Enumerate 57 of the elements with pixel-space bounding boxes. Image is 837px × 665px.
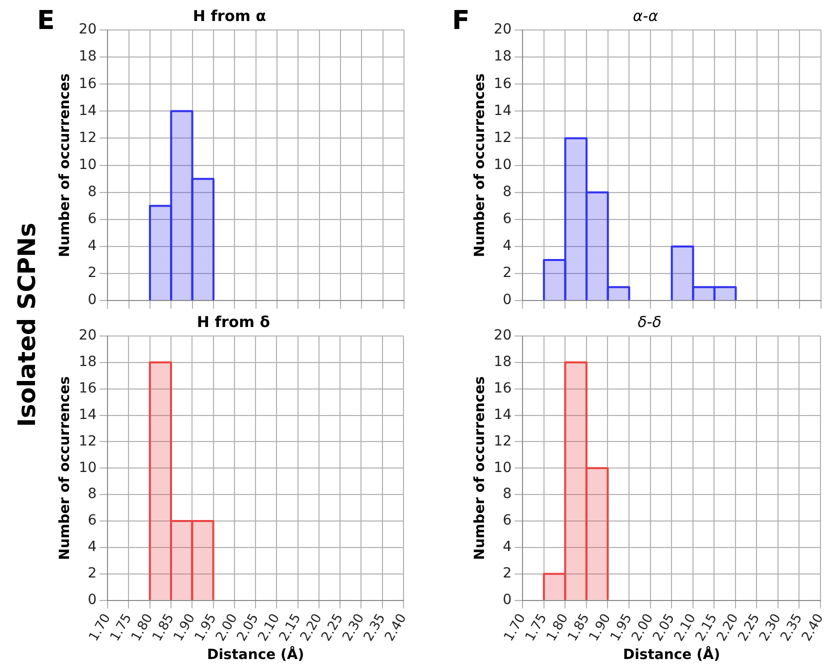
y-tick-label: 6 bbox=[502, 211, 512, 228]
y-axis-title: Number of occurrences bbox=[472, 73, 488, 258]
y-tick-label: 10 bbox=[78, 460, 97, 476]
y-tick-label: 2 bbox=[88, 566, 97, 582]
y-tick-label: 2 bbox=[502, 265, 512, 282]
y-tick-label: 14 bbox=[78, 406, 97, 423]
y-tick-label: 8 bbox=[502, 486, 512, 502]
y-tick-label: 18 bbox=[494, 354, 512, 370]
y-tick-label: 14 bbox=[78, 102, 97, 119]
y-tick-label: 14 bbox=[494, 406, 512, 423]
y-tick-label: 18 bbox=[78, 48, 97, 65]
y-tick-label: 2 bbox=[88, 265, 97, 282]
x-axis-title: Distance (Å) bbox=[206, 646, 304, 664]
y-tick-label: 14 bbox=[494, 102, 512, 119]
y-tick-label: 20 bbox=[78, 22, 97, 38]
chart-title: δ-δ bbox=[638, 312, 662, 331]
y-tick-label: 4 bbox=[88, 238, 97, 254]
chart-title: α-α bbox=[632, 6, 658, 25]
text: F bbox=[452, 6, 470, 36]
y-axis-title: Number of occurrences bbox=[57, 376, 74, 560]
y-tick-label: 8 bbox=[502, 184, 512, 200]
y-tick-label: 6 bbox=[502, 512, 512, 529]
y-tick-label: 4 bbox=[502, 238, 512, 254]
y-tick-label: 18 bbox=[78, 354, 97, 370]
y-tick-label: 6 bbox=[88, 211, 97, 228]
y-tick-label: 16 bbox=[78, 76, 97, 92]
y-tick-label: 8 bbox=[88, 486, 97, 502]
y-tick-label: 16 bbox=[78, 380, 97, 397]
y-tick-label: 16 bbox=[494, 76, 512, 92]
y-tick-label: 10 bbox=[78, 156, 97, 173]
y-tick-label: 20 bbox=[78, 328, 97, 344]
chart-title: H from δ bbox=[196, 312, 270, 331]
y-tick-label: 20 bbox=[494, 22, 512, 38]
y-tick-label: 0 bbox=[502, 292, 512, 308]
x-axis-title: Distance (Å) bbox=[622, 646, 720, 664]
y-axis-title: Number of occurrences bbox=[57, 73, 74, 258]
y-axis-title: Number of occurrences bbox=[472, 376, 488, 560]
text: Isolated SCPNs bbox=[13, 222, 41, 427]
y-tick-label: 4 bbox=[88, 539, 97, 556]
chart-title: H from α bbox=[192, 6, 266, 25]
y-tick-label: 0 bbox=[88, 592, 97, 608]
y-tick-label: 18 bbox=[494, 48, 512, 65]
y-tick-label: 10 bbox=[494, 156, 512, 173]
y-tick-label: 0 bbox=[88, 292, 97, 308]
y-tick-label: 0 bbox=[502, 592, 512, 608]
y-tick-label: 8 bbox=[88, 184, 97, 200]
y-tick-label: 6 bbox=[88, 512, 97, 529]
y-tick-label: 2 bbox=[502, 566, 512, 582]
y-tick-label: 4 bbox=[502, 539, 512, 556]
y-tick-label: 12 bbox=[78, 433, 97, 450]
y-tick-label: 12 bbox=[78, 130, 97, 146]
y-tick-label: 10 bbox=[494, 460, 512, 476]
y-tick-label: 12 bbox=[494, 433, 512, 450]
y-tick-label: 16 bbox=[494, 380, 512, 397]
text: E bbox=[37, 6, 55, 36]
y-tick-label: 20 bbox=[494, 328, 512, 344]
y-tick-label: 12 bbox=[494, 130, 512, 146]
